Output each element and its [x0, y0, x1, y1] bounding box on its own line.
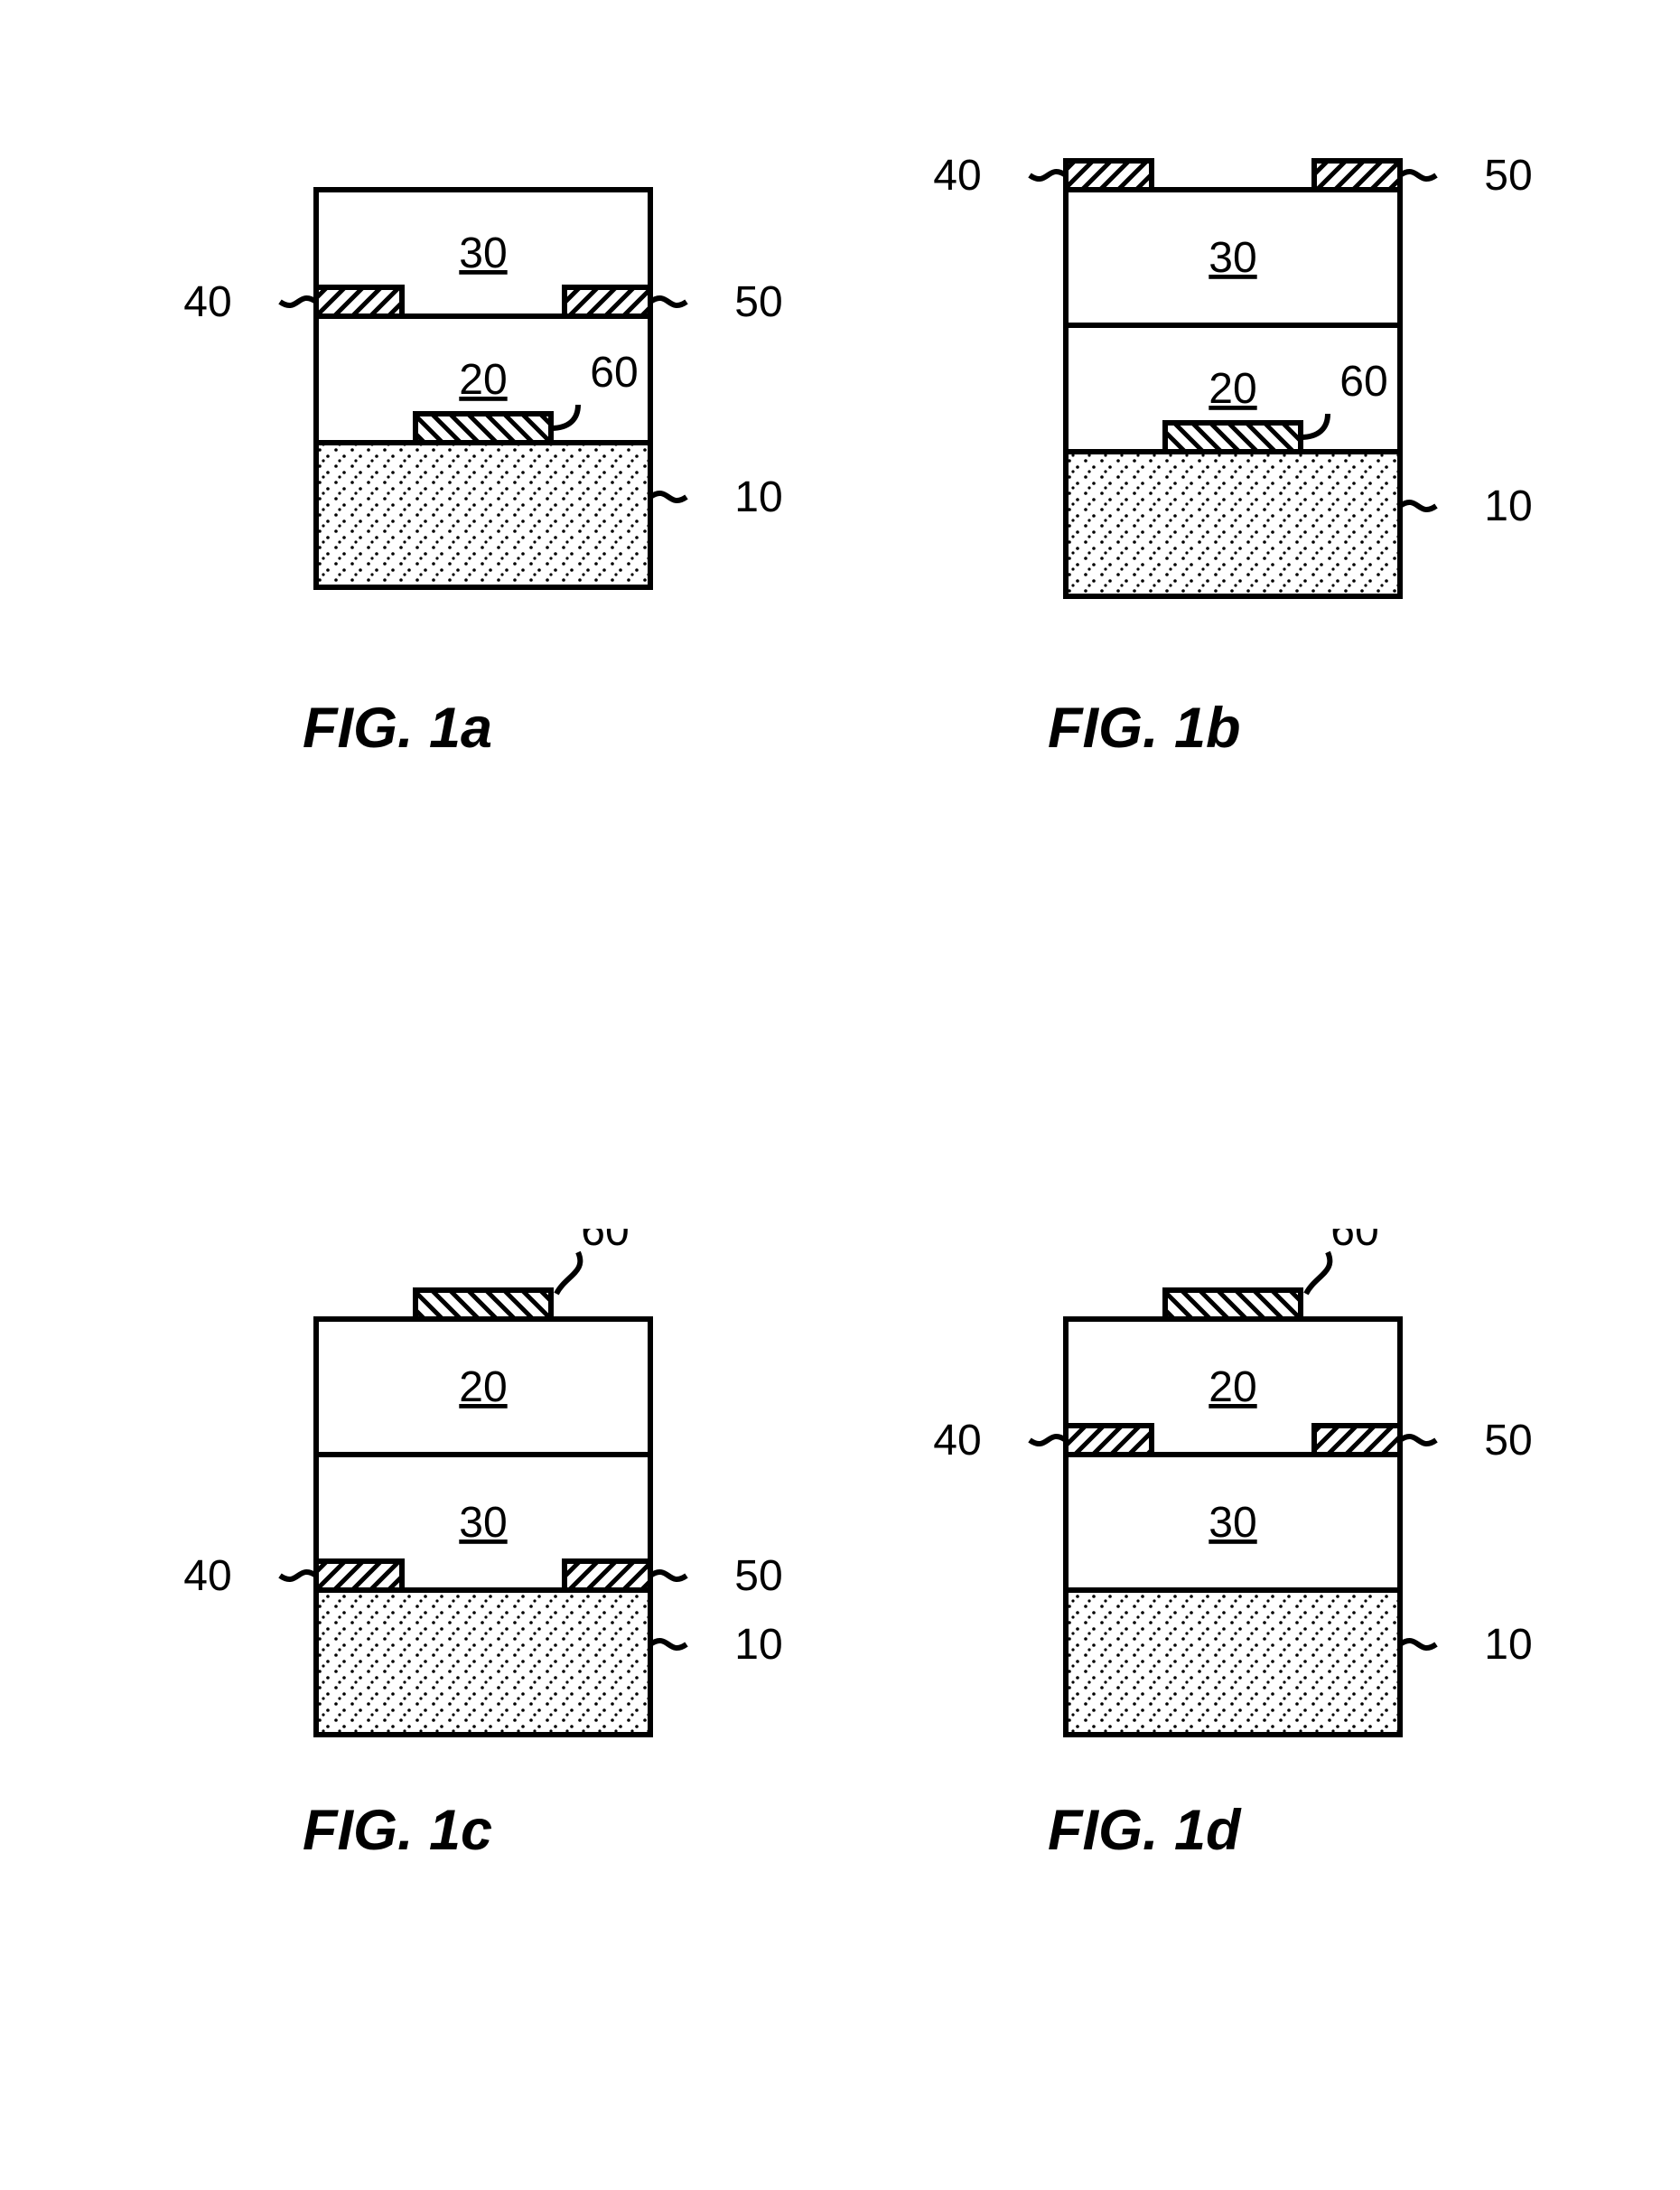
substrate-label: 10 [1484, 482, 1532, 530]
electrode-right-label: 50 [734, 278, 782, 326]
caption-fig-d: FIG. 1d [1048, 1798, 1241, 1863]
layer-label-30: 30 [459, 229, 507, 277]
electrode-left-label: 40 [183, 278, 231, 326]
figure-d-svg: 20 30 40 50 60 10 [903, 1229, 1535, 1771]
electrode-right-label: 50 [734, 1552, 782, 1600]
electrode-right [565, 1561, 650, 1590]
gate-electrode [1165, 1290, 1301, 1319]
substrate-label: 10 [734, 1621, 782, 1669]
figure-b-svg: 30 20 40 50 60 10 [903, 116, 1535, 658]
gate-label: 60 [1339, 358, 1387, 406]
electrode-right-label: 50 [1484, 1417, 1532, 1465]
layer-label-20: 20 [459, 356, 507, 404]
gate-electrode [415, 1290, 551, 1319]
gate-electrode [415, 414, 551, 443]
electrode-left [316, 287, 402, 316]
layer-label-20: 20 [1209, 365, 1256, 413]
electrode-left-label: 40 [933, 1417, 981, 1465]
layer-label-30: 30 [1209, 234, 1256, 282]
figure-c-svg: 20 30 40 50 60 10 [154, 1229, 786, 1771]
electrode-right [1314, 161, 1400, 190]
gate-label: 60 [1330, 1229, 1378, 1255]
electrode-left [1066, 1426, 1152, 1455]
electrode-right [1314, 1426, 1400, 1455]
layer-label-20: 20 [1209, 1363, 1256, 1411]
electrode-left [316, 1561, 402, 1590]
caption-fig-c: FIG. 1c [303, 1798, 492, 1863]
gate-electrode [1165, 423, 1301, 452]
figure-d: 20 30 40 50 60 10 [903, 1229, 1535, 1771]
figure-a: 30 20 40 50 60 10 [154, 154, 786, 660]
substrate-label: 10 [734, 473, 782, 521]
electrode-left-label: 40 [933, 152, 981, 200]
page: 30 20 40 50 60 10 FIG. 1a 30 20 40 50 60 10 FIG. 1b 20… [0, 0, 1680, 2190]
electrode-left-label: 40 [183, 1552, 231, 1600]
electrode-left [1066, 161, 1152, 190]
figure-c: 20 30 40 50 60 10 [154, 1229, 786, 1771]
substrate-label: 10 [1484, 1621, 1532, 1669]
gate-label: 60 [590, 349, 638, 397]
caption-fig-a: FIG. 1a [303, 696, 492, 761]
electrode-right-label: 50 [1484, 152, 1532, 200]
layer-label-20: 20 [459, 1363, 507, 1411]
caption-fig-b: FIG. 1b [1048, 696, 1241, 761]
gate-label: 60 [581, 1229, 629, 1255]
layer-label-30: 30 [459, 1499, 507, 1547]
electrode-right [565, 287, 650, 316]
layer-label-30: 30 [1209, 1499, 1256, 1547]
figure-a-svg: 30 20 40 50 60 10 [154, 154, 786, 660]
figure-b: 30 20 40 50 60 10 [903, 116, 1535, 658]
